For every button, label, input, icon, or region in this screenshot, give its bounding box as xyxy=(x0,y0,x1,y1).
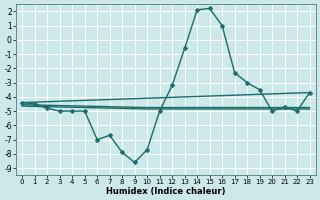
X-axis label: Humidex (Indice chaleur): Humidex (Indice chaleur) xyxy=(106,187,226,196)
